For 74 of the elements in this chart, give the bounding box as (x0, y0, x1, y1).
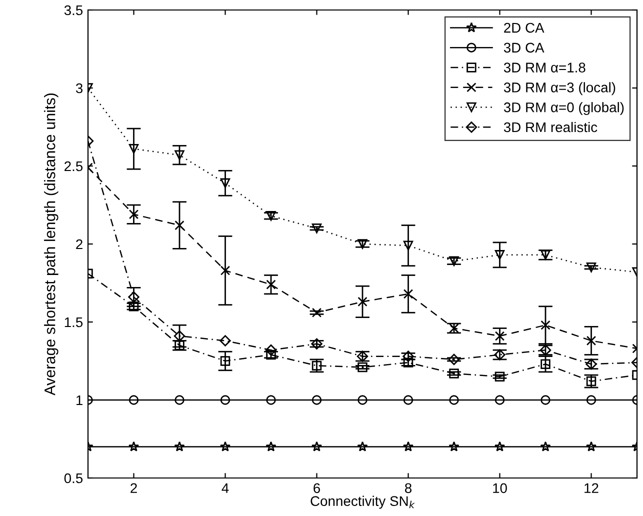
point (540, 359, 550, 369)
point (220, 356, 230, 366)
x-axis-title: Connectivity SN$_{k}$ (310, 496, 415, 509)
point (540, 320, 550, 330)
point (174, 441, 185, 452)
y-axis-title: Average shortest path length (distance units) (44, 93, 58, 396)
point (128, 395, 139, 405)
point (402, 441, 414, 452)
point (403, 240, 414, 250)
y-tick-label: 1.5 (64, 317, 83, 328)
point (540, 395, 550, 405)
point (311, 441, 322, 452)
point (220, 266, 230, 276)
point (494, 331, 505, 341)
point (403, 289, 414, 299)
point (357, 441, 368, 452)
y-tick-label: 0.5 (64, 473, 83, 484)
point (174, 220, 184, 230)
point (220, 441, 231, 452)
x-tick-label: 4 (222, 483, 229, 493)
x-tick-label: 12 (584, 483, 598, 493)
point (358, 296, 368, 307)
point (128, 441, 140, 452)
point (586, 336, 596, 346)
point (358, 395, 368, 405)
point (494, 250, 505, 260)
point (449, 323, 459, 334)
point (174, 395, 184, 405)
point (174, 150, 184, 160)
point (586, 262, 596, 272)
point (448, 441, 460, 452)
x-tick-label: 10 (493, 483, 507, 494)
y-tick-label: 3 (76, 83, 83, 94)
point (358, 239, 368, 249)
point (358, 362, 368, 372)
x-tick-label: 6 (314, 483, 320, 494)
x-tick-label: 2 (130, 483, 137, 493)
point (312, 395, 322, 405)
point (586, 395, 596, 405)
point (266, 395, 276, 405)
point (220, 178, 230, 188)
legend-label: 3D RM α=0 (global) (504, 102, 624, 116)
point (265, 344, 277, 356)
legend-label: 2D CA (504, 22, 544, 33)
point (449, 395, 459, 405)
point (586, 441, 597, 452)
y-tick-label: 2.5 (64, 161, 83, 172)
legend-label: 3D RM α=1.8 (504, 62, 586, 72)
point (174, 330, 186, 342)
x-tick-label: 8 (404, 483, 412, 494)
point (266, 211, 276, 221)
point (449, 256, 459, 266)
point (448, 354, 460, 366)
point (220, 335, 231, 346)
point (540, 441, 551, 452)
y-tick-label: 3.5 (64, 5, 83, 16)
legend-label: 3D RM α=3 (local) (504, 82, 616, 96)
point (266, 350, 276, 360)
point (494, 395, 505, 405)
point (402, 350, 414, 362)
point (220, 395, 230, 405)
point (494, 372, 505, 382)
point (449, 368, 459, 378)
point (403, 395, 414, 405)
legend-label: 3D RM realistic (504, 122, 598, 132)
point (586, 376, 596, 386)
y-tick-label: 1 (76, 395, 82, 406)
point (266, 441, 276, 452)
point (128, 144, 139, 154)
legend-label: 3D CA (504, 42, 544, 53)
y-tick-label: 2 (76, 239, 82, 250)
point (312, 360, 322, 371)
point (494, 441, 506, 452)
point (312, 224, 322, 234)
